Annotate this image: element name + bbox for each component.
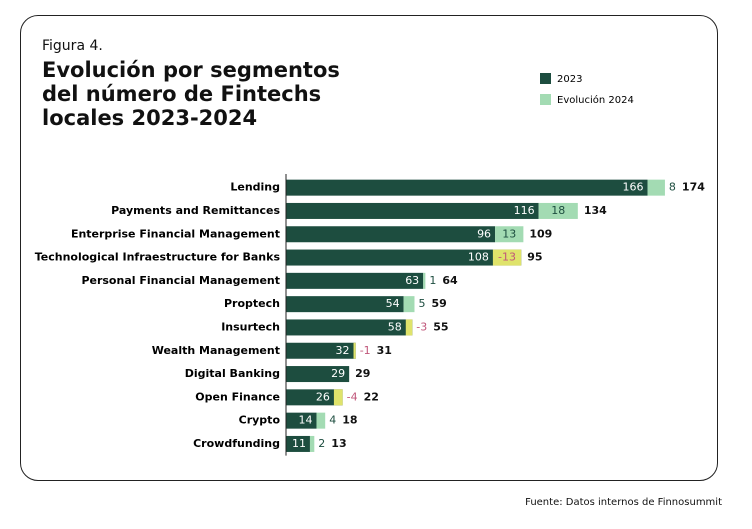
bar-2023	[286, 435, 310, 452]
base-label: 96	[477, 227, 491, 240]
total-label: 55	[433, 320, 448, 333]
figure-label: Figura 4.	[42, 38, 103, 54]
bar-2023	[286, 296, 404, 313]
bar-2023	[286, 412, 317, 429]
base-label: 108	[468, 251, 489, 264]
category-label: Wealth Management	[152, 344, 280, 357]
bar-2023	[286, 366, 350, 383]
base-label: 32	[336, 344, 350, 357]
bar-change	[333, 389, 343, 406]
change-label: -13	[498, 251, 516, 264]
total-label: 18	[342, 414, 357, 427]
source-note: Fuente: Datos internos de Finnosummit	[525, 497, 722, 508]
bar-2023	[286, 202, 539, 219]
category-label: Technological Infraestructure for Banks	[35, 251, 281, 264]
total-label: 22	[364, 390, 379, 403]
change-label: 18	[551, 204, 565, 217]
category-label: Enterprise Financial Management	[71, 227, 280, 240]
change-label: 8	[669, 181, 676, 194]
bar-2023	[286, 389, 343, 406]
total-label: 64	[442, 274, 458, 287]
base-label: 63	[405, 274, 419, 287]
legend-label: Evolución 2024	[557, 94, 634, 106]
category-label: Insurtech	[221, 320, 280, 333]
bar-change	[492, 249, 522, 266]
bar-change	[538, 202, 578, 219]
total-label: 174	[682, 181, 705, 194]
bar-change	[316, 412, 326, 429]
base-label: 14	[298, 414, 312, 427]
base-label: 54	[386, 297, 400, 310]
bar-2023	[286, 226, 496, 243]
change-label: 2	[318, 437, 325, 450]
bar-change	[647, 179, 665, 196]
change-label: -4	[347, 390, 358, 403]
base-label: 166	[623, 181, 644, 194]
bar-change	[309, 435, 315, 452]
bar-change	[405, 319, 413, 336]
change-label: -1	[360, 344, 371, 357]
bar-change	[353, 342, 356, 359]
change-label: 5	[418, 297, 425, 310]
base-label: 11	[292, 437, 306, 450]
total-label: 109	[529, 227, 552, 240]
change-label: 1	[429, 274, 436, 287]
bar-change	[423, 272, 426, 289]
change-label: 4	[329, 414, 336, 427]
total-label: 31	[377, 344, 392, 357]
bar-2023	[286, 342, 356, 359]
bar-change	[495, 226, 524, 243]
category-label: Personal Financial Management	[81, 274, 280, 287]
category-label: Digital Banking	[185, 367, 280, 380]
category-label: Open Finance	[195, 390, 280, 403]
bar-change	[403, 296, 415, 313]
total-label: 13	[331, 437, 346, 450]
change-label: -3	[416, 320, 427, 333]
base-label: 116	[514, 204, 535, 217]
category-label: Proptech	[224, 297, 280, 310]
total-label: 95	[527, 251, 542, 264]
base-label: 26	[316, 390, 330, 403]
base-label: 58	[388, 320, 402, 333]
legend-swatch	[540, 73, 551, 84]
chart-title: Evolución por segmentos del número de Fi…	[42, 58, 340, 130]
total-label: 59	[431, 297, 446, 310]
category-label: Crypto	[239, 414, 281, 427]
category-label: Lending	[230, 181, 280, 194]
legend-swatch	[540, 94, 551, 105]
legend-label: 2023	[557, 74, 582, 85]
bar-2023	[286, 319, 413, 336]
category-label: Crowdfunding	[193, 437, 280, 450]
bar-2023	[286, 249, 522, 266]
bar-2023	[286, 272, 424, 289]
bar-2023	[286, 179, 648, 196]
total-label: 29	[355, 367, 370, 380]
change-label: 13	[502, 227, 516, 240]
card-frame	[20, 15, 718, 481]
base-label: 29	[331, 367, 345, 380]
category-label: Payments and Remittances	[111, 204, 280, 217]
total-label: 134	[584, 204, 607, 217]
